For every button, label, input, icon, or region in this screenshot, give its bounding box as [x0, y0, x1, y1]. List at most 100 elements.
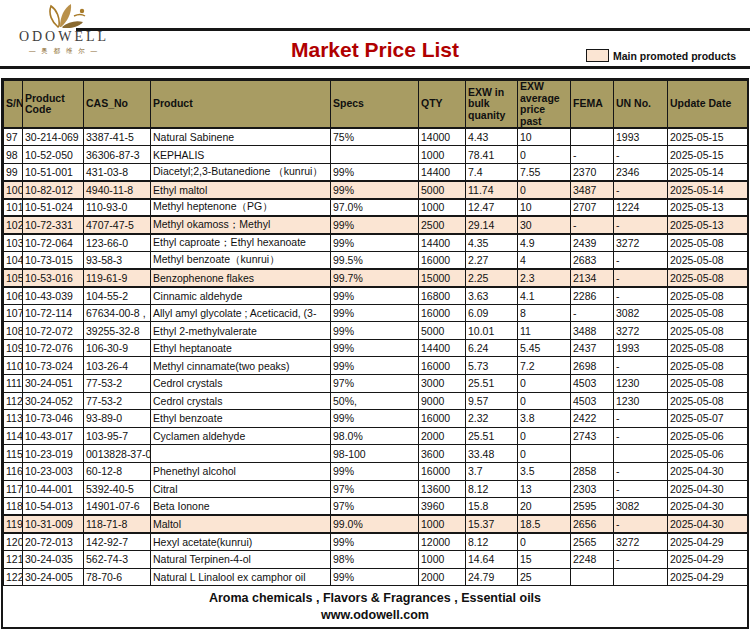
cell-product-code: 20-72-013: [23, 533, 84, 551]
cell-un-no: [614, 445, 668, 463]
cell-fema: -: [571, 146, 614, 164]
cell-sn: 109: [4, 339, 23, 357]
cell-fema: 2303: [571, 480, 614, 498]
cell-un-no: 1230: [614, 392, 668, 410]
cell-fema: 2858: [571, 462, 614, 480]
cell-sn: 110: [4, 357, 23, 375]
cell-specs: 99%: [331, 568, 419, 586]
cell-product: Ethyl benzoate: [151, 410, 331, 428]
cell-cas-no: 77-53-2: [84, 375, 151, 393]
cell-un-no: -: [614, 480, 668, 498]
cell-specs: 99.5%: [331, 251, 419, 269]
cell-update-date: 2025-05-14: [668, 163, 748, 181]
cell-fema: [571, 445, 614, 463]
cell-product-code: 10-72-064: [23, 234, 84, 252]
cell-update-date: 2025-05-08: [668, 269, 748, 287]
cell-specs: 99%: [331, 234, 419, 252]
flower-icon: [38, 2, 90, 28]
cell-cas-no: 3387-41-5: [84, 128, 151, 146]
cell-product: Ethyl heptanoate: [151, 339, 331, 357]
cell-product: Cyclamen aldehyde: [151, 427, 331, 445]
cell-product-code: 10-31-009: [23, 515, 84, 533]
cell-un-no: -: [614, 146, 668, 164]
column-header-qty: QTY: [419, 81, 466, 129]
cell-sn: 117: [4, 480, 23, 498]
cell-cas-no: 93-58-3: [84, 251, 151, 269]
cell-product: Maltol: [151, 515, 331, 533]
cell-sn: 99: [4, 163, 23, 181]
cell-qty: 16000: [419, 357, 466, 375]
cell-cas-no: 123-66-0: [84, 234, 151, 252]
cell-exw-average: 20: [518, 498, 571, 516]
cell-cas-no: 110-93-0: [84, 199, 151, 217]
cell-exw-average: 0: [518, 146, 571, 164]
table-row: 116 10-23-003 60-12-8 Phenethyl alcohol …: [4, 462, 748, 480]
cell-sn: 101: [4, 199, 23, 217]
cell-specs: 97%: [331, 375, 419, 393]
footer-tagline: Aroma chemicals , Flavors & Fragrances ,…: [209, 591, 541, 605]
table-row: 109 10-72-076 106-30-9 Ethyl heptanoate …: [4, 339, 748, 357]
cell-qty: 2500: [419, 216, 466, 234]
cell-un-no: 1993: [614, 128, 668, 146]
cell-qty: 16800: [419, 287, 466, 305]
cell-qty: 2000: [419, 427, 466, 445]
cell-specs: 99%: [331, 216, 419, 234]
cell-sn: 122: [4, 568, 23, 586]
column-header-product: Product: [151, 81, 331, 129]
cell-exw-bulk: 11.74: [466, 181, 518, 199]
cell-product-code: 10-52-050: [23, 146, 84, 164]
cell-exw-bulk: 6.09: [466, 304, 518, 322]
table-row: 103 10-72-064 123-66-0 Ethyl caproate；Et…: [4, 234, 748, 252]
cell-fema: -: [571, 304, 614, 322]
cell-un-no: -: [614, 269, 668, 287]
cell-qty: 2000: [419, 568, 466, 586]
cell-exw-bulk: 8.12: [466, 480, 518, 498]
cell-update-date: 2025-04-29: [668, 533, 748, 551]
cell-specs: 50%,: [331, 392, 419, 410]
cell-cas-no: 78-70-6: [84, 568, 151, 586]
cell-fema: 2743: [571, 427, 614, 445]
cell-product: Diacetyl;2,3-Butanedione （kunrui）: [151, 163, 331, 181]
cell-specs: [331, 146, 419, 164]
cell-fema: 3488: [571, 322, 614, 340]
price-table: S/N Product Code CAS_No Product Specs QT…: [3, 80, 748, 586]
cell-cas-no: 60-12-8: [84, 462, 151, 480]
cell-exw-bulk: 25.51: [466, 375, 518, 393]
cell-product: Cedrol crystals: [151, 375, 331, 393]
cell-product-code: 10-72-072: [23, 322, 84, 340]
cell-exw-average: 3.8: [518, 410, 571, 428]
table-row: 102 10-72-331 4707-47-5 Methyl okamoss；M…: [4, 216, 748, 234]
cell-product-code: 10-82-012: [23, 181, 84, 199]
cell-update-date: 2025-05-08: [668, 234, 748, 252]
cell-un-no: 3082: [614, 498, 668, 516]
cell-sn: 120: [4, 533, 23, 551]
cell-exw-average: 3.5: [518, 462, 571, 480]
cell-specs: 99.0%: [331, 515, 419, 533]
cell-exw-average: 10: [518, 199, 571, 217]
cell-specs: 99%: [331, 163, 419, 181]
cell-sn: 121: [4, 550, 23, 568]
cell-product-code: 10-51-001: [23, 163, 84, 181]
table-row: 106 10-43-039 104-55-2 Cinnamic aldehyde…: [4, 287, 748, 305]
cell-exw-bulk: 9.57: [466, 392, 518, 410]
cell-fema: 2286: [571, 287, 614, 305]
cell-exw-average: 2.3: [518, 269, 571, 287]
cell-qty: 1000: [419, 550, 466, 568]
cell-specs: 97.0%: [331, 199, 419, 217]
column-header-sn: S/N: [4, 81, 23, 129]
cell-qty: 5000: [419, 322, 466, 340]
cell-product: Citral: [151, 480, 331, 498]
cell-product-code: 10-43-039: [23, 287, 84, 305]
cell-product-code: 10-54-013: [23, 498, 84, 516]
cell-specs: 99%: [331, 322, 419, 340]
cell-qty: 9000: [419, 392, 466, 410]
cell-product: Methyl heptenone（PG）: [151, 199, 331, 217]
cell-un-no: -: [614, 251, 668, 269]
cell-update-date: 2025-05-13: [668, 199, 748, 217]
cell-specs: 75%: [331, 128, 419, 146]
cell-specs: 99.7%: [331, 269, 419, 287]
cell-un-no: -: [614, 181, 668, 199]
cell-un-no: -: [614, 410, 668, 428]
cell-sn: 112: [4, 392, 23, 410]
table-row: 100 10-82-012 4940-11-8 Ethyl maltol 99%…: [4, 181, 748, 199]
